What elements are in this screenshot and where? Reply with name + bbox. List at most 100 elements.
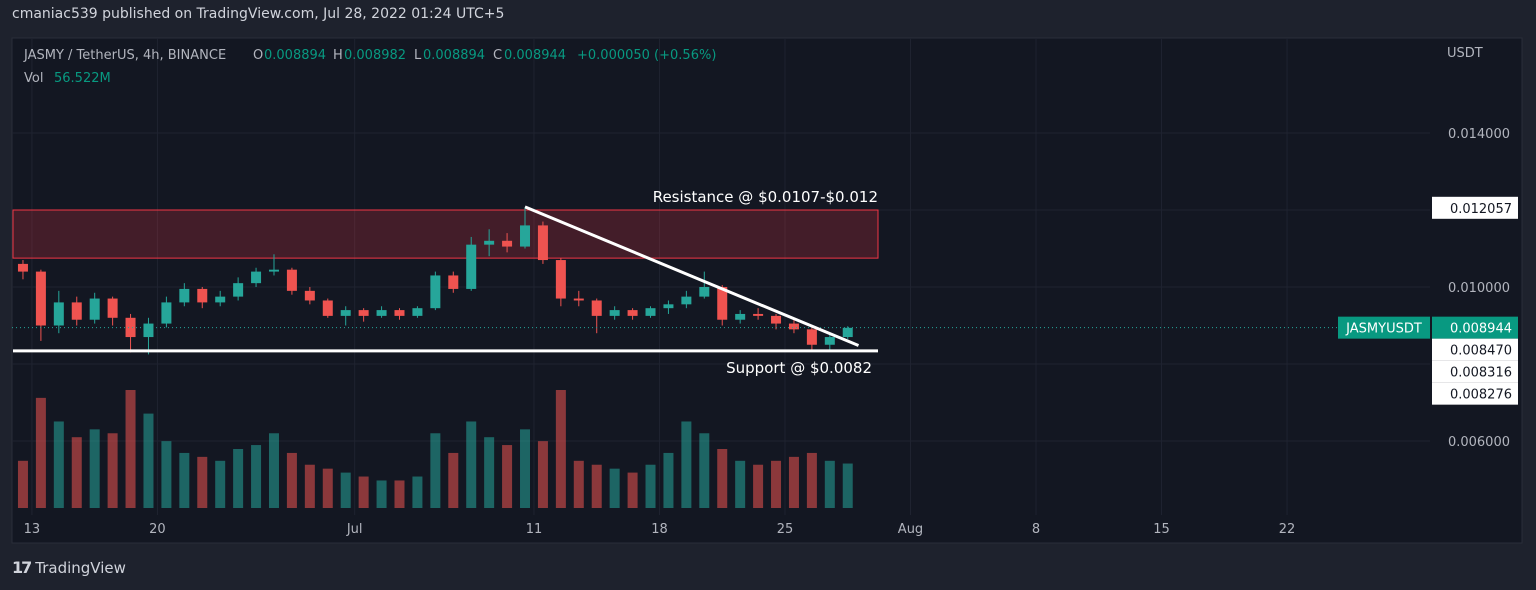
volume-bar [806, 452, 817, 508]
candle-body [215, 296, 226, 303]
low-value: 0.008894 [423, 48, 485, 63]
candle-body [645, 308, 656, 316]
candle-body [627, 310, 638, 316]
volume-bar [717, 449, 728, 508]
price-label-box [1432, 316, 1518, 339]
candle-body [233, 283, 244, 297]
x-tick-label: Aug [898, 522, 923, 537]
symbol-label-text: JASMYUSDT [1345, 322, 1422, 337]
candle-body [53, 302, 64, 326]
candle-body [358, 310, 369, 316]
volume-bar [537, 441, 548, 508]
candle-body [681, 296, 692, 305]
x-tick-label: 8 [1032, 522, 1040, 537]
x-tick-label: 25 [777, 522, 794, 537]
candle-body [35, 271, 46, 326]
candle-body [71, 302, 82, 320]
volume-bar [412, 476, 423, 508]
x-tick-label: 22 [1279, 522, 1296, 537]
volume-bar [215, 460, 226, 508]
y-tick-label: 0.010000 [1448, 281, 1510, 296]
x-tick-label: 20 [149, 522, 166, 537]
volume-bar [555, 390, 566, 508]
candle-body [699, 287, 710, 297]
candle-body [520, 225, 531, 247]
candle-body [322, 300, 333, 316]
volume-bar [358, 476, 369, 508]
price-label-text: 0.008316 [1450, 366, 1512, 381]
volume-bar [735, 460, 746, 508]
volume-value: 56.522M [54, 71, 111, 86]
price-label-box [1432, 338, 1518, 361]
candle-body [286, 269, 297, 291]
candle-body [179, 288, 190, 303]
candle-body [806, 329, 817, 345]
price-labels: 0.012057 0.008944 JASMYUSDT 0.008470 0.00831… [1338, 196, 1518, 405]
volume-bar [340, 472, 351, 508]
chart-pane [11, 37, 1523, 544]
candle-body [788, 323, 799, 330]
volume-bar [376, 480, 387, 508]
price-label-text: 0.008276 [1450, 388, 1512, 403]
volume-bar [842, 463, 853, 508]
change-value: +0.000050 (+0.56%) [577, 48, 716, 63]
volume-bar [430, 433, 441, 508]
volume-bar [107, 433, 118, 508]
volume-bar [125, 390, 136, 508]
candle-body [340, 310, 351, 316]
volume-bar [17, 460, 28, 508]
candle-body [573, 298, 584, 301]
price-label-box [1432, 382, 1518, 405]
candle-body [394, 310, 405, 316]
trend-line [524, 205, 860, 347]
resistance-zone-rect [12, 209, 879, 259]
candle-body [842, 327, 853, 338]
volume-bar [251, 445, 262, 508]
volume-bar [627, 472, 638, 508]
candle-body [466, 244, 477, 289]
candle-body [717, 287, 728, 320]
candle-body [125, 317, 136, 338]
tradingview-logo-text: TradingView [35, 558, 126, 577]
currency-label: USDT [1447, 46, 1483, 61]
candle-body [555, 260, 566, 299]
volume-bar [771, 460, 782, 508]
volume-bar [233, 449, 244, 508]
candle-body [161, 302, 172, 324]
price-label-box [1432, 360, 1518, 383]
close-label: C [493, 48, 502, 63]
candle-body [17, 263, 28, 272]
candle-body [502, 240, 513, 247]
open-value: 0.008894 [264, 48, 326, 63]
candle-body [304, 290, 315, 301]
candle-body [591, 300, 602, 316]
tradingview-logo-icon: 17 [12, 558, 32, 577]
volume-bar [502, 445, 513, 508]
candle-body [412, 308, 423, 316]
volume-bar [466, 421, 477, 508]
candle-body [251, 271, 262, 284]
x-tick-label: Jul [346, 522, 363, 537]
support-label: Support @ $0.0082 [726, 359, 872, 377]
volume-bar [663, 452, 674, 508]
volume-bar [286, 452, 297, 508]
candle-body [143, 323, 154, 338]
candle-body [197, 288, 208, 303]
price-label-text: 0.008944 [1450, 322, 1512, 337]
x-tick-label: 15 [1153, 522, 1170, 537]
candle-body [448, 275, 459, 289]
open-label: O [253, 48, 263, 63]
time-axis[interactable]: 13 20 Jul 11 18 25 Aug 8 15 22 [24, 522, 1296, 537]
candle-body [753, 313, 764, 316]
price-label-text: 0.008470 [1450, 344, 1512, 359]
candle-body [430, 275, 441, 309]
candle-body [268, 269, 279, 272]
high-label: H [333, 48, 343, 63]
price-label-text: 0.012057 [1450, 202, 1512, 217]
volume-bar [322, 468, 333, 508]
y-tick-label: 0.006000 [1448, 435, 1510, 450]
tradingview-logo[interactable]: 17 TradingView [12, 558, 126, 577]
candle-body [735, 313, 746, 320]
price-axis[interactable]: 0.014000 0.010000 0.006000 [1448, 127, 1510, 450]
